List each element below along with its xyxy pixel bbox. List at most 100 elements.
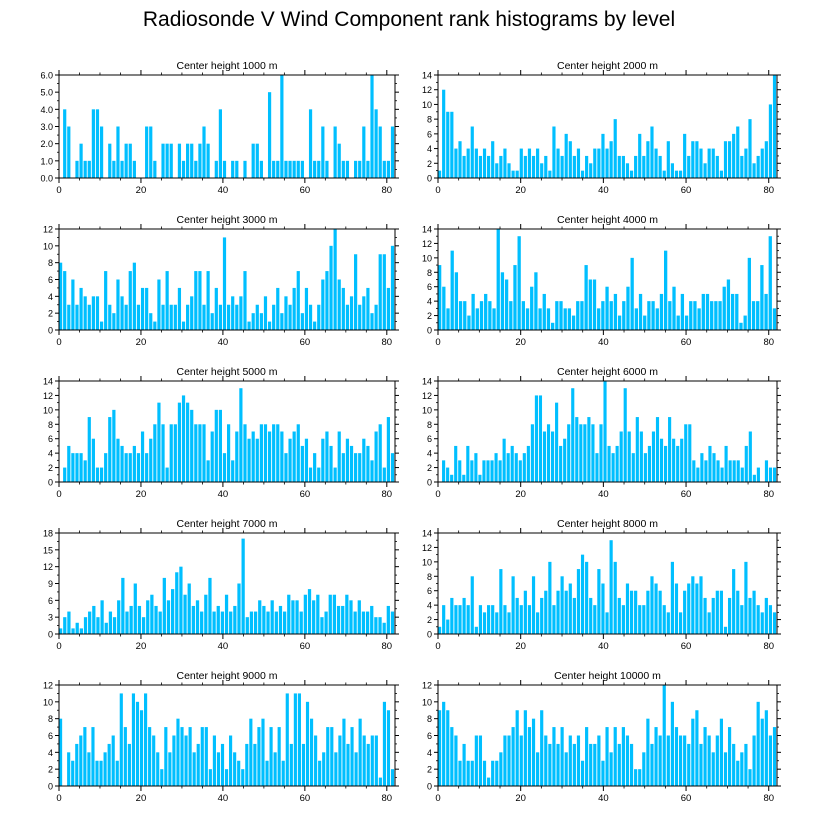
x-tick-label: 40	[598, 641, 609, 652]
histogram-bar	[450, 250, 454, 330]
histogram-bar	[115, 760, 119, 786]
x-tick-label: 20	[136, 185, 147, 196]
y-tick-label: 2	[427, 159, 432, 169]
x-tick-label: 60	[681, 337, 692, 348]
histogram-bar	[75, 453, 79, 482]
x-tick-label: 40	[598, 793, 609, 804]
histogram-bar	[463, 301, 467, 330]
histogram-bar	[716, 460, 720, 482]
histogram-bar	[478, 474, 482, 482]
panel-title: Center height 4000 m	[557, 214, 658, 226]
histogram-bar	[342, 718, 346, 786]
histogram-bar	[719, 590, 723, 634]
histogram-bar	[503, 735, 507, 786]
x-tick-label: 80	[382, 489, 393, 500]
histogram-bar	[744, 148, 748, 178]
panel-title: Center height 10000 m	[554, 670, 661, 682]
histogram-bar	[172, 735, 176, 786]
histogram-bar	[488, 301, 492, 330]
x-tick-label: 80	[382, 641, 393, 652]
histogram-bar	[63, 467, 67, 482]
y-tick-label: 4.0	[40, 105, 53, 115]
x-tick-label: 20	[515, 489, 526, 500]
histogram-bar	[186, 402, 190, 482]
histogram-bar	[711, 148, 715, 178]
histogram-bar	[79, 143, 83, 178]
histogram-bar	[116, 279, 120, 330]
histogram-bar	[548, 743, 552, 786]
histogram-bar	[190, 143, 194, 178]
histogram-bar	[227, 304, 231, 330]
histogram-bar	[635, 417, 639, 482]
histogram-bar	[390, 769, 395, 786]
histogram-bar	[132, 445, 136, 482]
histogram-bar	[736, 460, 740, 482]
histogram-bar	[687, 743, 691, 786]
histogram-bar	[642, 155, 646, 178]
histogram-bar	[764, 710, 768, 786]
histogram-bar	[382, 622, 386, 634]
histogram-bar	[148, 727, 152, 786]
histogram-bar	[546, 308, 551, 330]
histogram-bar	[144, 693, 148, 786]
histogram-bar	[317, 304, 321, 330]
histogram-bar	[576, 569, 581, 634]
histogram-bar	[621, 155, 625, 178]
histogram-bar	[180, 727, 184, 786]
histogram-bar	[736, 126, 740, 178]
histogram-bar	[540, 597, 544, 634]
histogram-bar	[609, 301, 613, 330]
x-tick-label: 60	[300, 793, 311, 804]
histogram-bar	[251, 431, 255, 482]
histogram-bar	[214, 287, 218, 330]
histogram-bar	[748, 769, 752, 786]
histogram-bar	[313, 160, 317, 178]
histogram-bar	[739, 322, 743, 330]
x-tick-label: 60	[300, 489, 311, 500]
histogram-bar	[181, 160, 186, 178]
histogram-bar	[362, 126, 366, 178]
histogram-bar	[478, 155, 483, 178]
histogram-bar	[470, 460, 474, 482]
histogram-bar	[650, 576, 654, 634]
histogram-bar	[292, 160, 296, 178]
histogram-bar	[353, 611, 357, 634]
y-tick-label: 9	[48, 579, 53, 589]
x-tick-label: 20	[136, 489, 147, 500]
histogram-bar	[149, 438, 153, 482]
histogram-bar	[442, 286, 446, 330]
histogram-bar	[181, 321, 186, 330]
histogram-bar	[482, 612, 487, 634]
histogram-bar	[523, 590, 527, 634]
histogram-bar	[320, 617, 324, 634]
histogram-bar	[140, 287, 145, 330]
histogram-bar	[166, 600, 171, 634]
histogram-bar	[255, 143, 259, 178]
histogram-bar	[724, 445, 728, 482]
histogram-bar	[613, 293, 618, 330]
histogram-bar	[349, 600, 353, 634]
histogram-bar	[587, 417, 591, 482]
histogram-bar	[446, 467, 450, 482]
histogram-bar	[658, 590, 662, 634]
y-tick-label: 14	[422, 71, 432, 81]
histogram-bar	[662, 605, 666, 634]
histogram-bar	[772, 308, 777, 330]
histogram-bar	[280, 431, 284, 482]
x-tick-label: 20	[136, 337, 147, 348]
histogram-bar	[132, 262, 136, 330]
histogram-bar	[350, 727, 354, 786]
histogram-bar	[218, 109, 222, 178]
histogram-bar	[646, 141, 650, 178]
histogram-bar	[446, 111, 450, 178]
histogram-bar	[658, 155, 662, 178]
histogram-bar	[124, 453, 128, 482]
histogram-bar	[341, 287, 345, 330]
histogram-bar	[564, 590, 568, 634]
histogram-bar	[259, 313, 263, 330]
histogram-bar	[75, 304, 79, 330]
histogram-bar	[272, 424, 276, 482]
histogram-bar	[491, 760, 495, 786]
histogram-bar	[308, 109, 313, 178]
x-tick-label: 20	[515, 337, 526, 348]
